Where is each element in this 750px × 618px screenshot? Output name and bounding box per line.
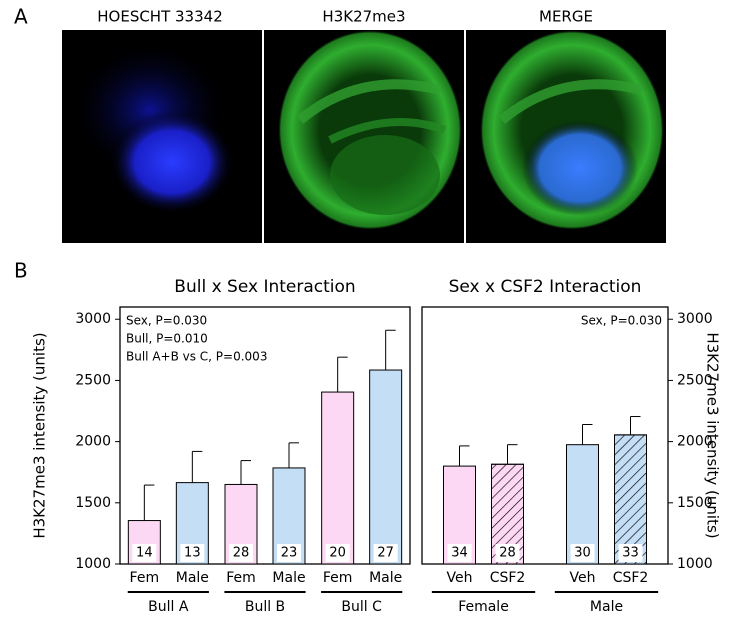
n-label-bg — [618, 544, 643, 562]
x-tick-label: Veh — [570, 570, 596, 586]
micrograph — [466, 30, 666, 243]
x-tick-label: Male — [176, 570, 209, 586]
chart-title: Bull x Sex Interaction — [174, 277, 355, 297]
bar — [369, 369, 403, 565]
n-label-bg — [180, 544, 205, 562]
y-tick-label: 1500 — [75, 495, 111, 511]
bar-hatch — [614, 434, 647, 565]
y-tick-label: 2000 — [677, 434, 713, 450]
n-label-bg — [132, 544, 157, 562]
micrograph — [62, 30, 262, 243]
n-label: 13 — [184, 546, 201, 561]
y-tick-label: 2000 — [75, 434, 111, 450]
x-tick-label: Fem — [226, 570, 256, 586]
panel-label: B — [14, 259, 28, 283]
n-label-bg — [229, 544, 253, 562]
y-tick-label: 1500 — [677, 495, 713, 511]
annotation: Bull A+B vs C, P=0.003 — [126, 350, 267, 364]
n-label: 34 — [451, 546, 468, 561]
bar — [321, 391, 355, 565]
x-tick-label: Male — [272, 570, 305, 586]
n-label-bg — [277, 544, 301, 562]
plot-frame — [421, 306, 669, 565]
n-label: 27 — [377, 546, 394, 561]
annotation: Sex, P=0.030 — [126, 314, 207, 328]
x-tick-label: Fem — [323, 570, 353, 586]
plot-frame — [119, 306, 411, 565]
panel-label: A — [14, 5, 28, 29]
group-label: Bull C — [341, 599, 382, 615]
group-label: Male — [590, 599, 623, 615]
n-label-bg — [373, 544, 398, 562]
n-label: 23 — [281, 546, 298, 561]
n-label: 30 — [574, 546, 591, 561]
chart-title: Sex x CSF2 Interaction — [449, 277, 642, 297]
y-axis-label: H3K27me3 intensity (units) — [704, 332, 722, 538]
annotation: Sex, P=0.030 — [581, 314, 662, 328]
y-tick-label: 3000 — [75, 311, 111, 327]
n-label: 14 — [136, 546, 153, 561]
x-tick-label: Male — [369, 570, 402, 586]
group-label: Bull B — [245, 599, 285, 615]
y-tick-label: 2500 — [75, 372, 111, 388]
n-label: 28 — [233, 546, 250, 561]
image-title: H3K27me3 — [322, 8, 405, 26]
group-label: Bull A — [148, 599, 189, 615]
n-label-bg — [325, 544, 350, 562]
image-title: HOESCHT 33342 — [97, 8, 223, 26]
x-tick-label: CSF2 — [613, 570, 649, 586]
group-label: Female — [458, 599, 509, 615]
annotation: Bull, P=0.010 — [126, 332, 208, 346]
n-label: 20 — [329, 546, 346, 561]
x-tick-label: Fem — [130, 570, 160, 586]
n-label-bg — [447, 544, 472, 562]
n-label: 33 — [622, 546, 639, 561]
n-label-bg — [570, 544, 595, 562]
n-label: 28 — [499, 546, 516, 561]
micrograph — [264, 30, 464, 243]
x-tick-label: Veh — [447, 570, 473, 586]
image-title: MERGE — [539, 8, 593, 26]
y-tick-label: 3000 — [677, 311, 713, 327]
n-label-bg — [495, 544, 520, 562]
y-tick-label: 1000 — [75, 556, 111, 572]
y-tick-label: 2500 — [677, 372, 713, 388]
y-axis-label: H3K27me3 intensity (units) — [31, 332, 49, 538]
y-tick-label: 1000 — [677, 556, 713, 572]
x-tick-label: CSF2 — [490, 570, 526, 586]
